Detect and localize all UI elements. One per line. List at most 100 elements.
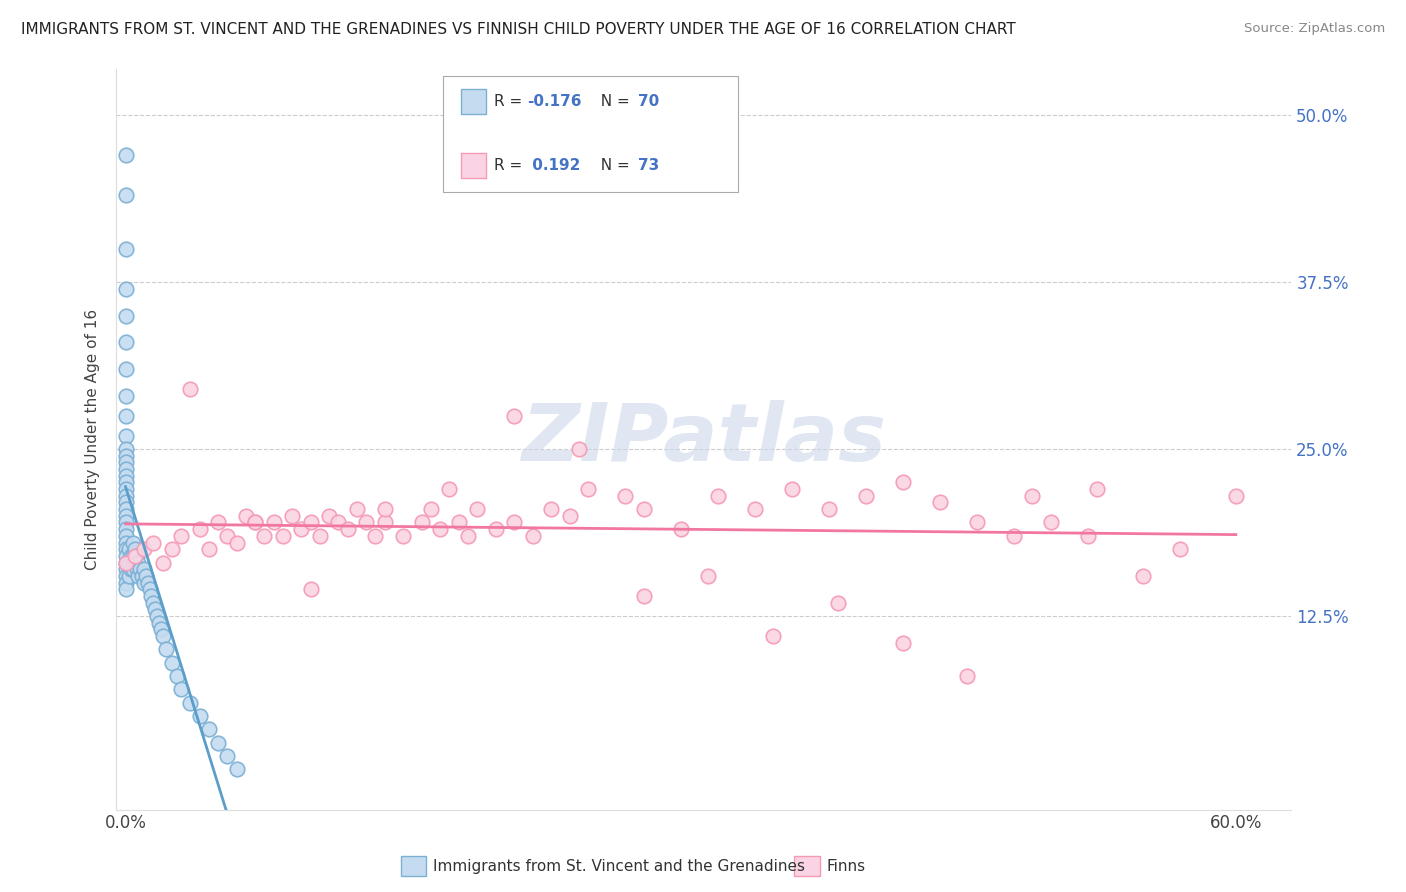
Point — [170, 529, 193, 543]
Point — [207, 516, 229, 530]
Point — [614, 489, 637, 503]
Point — [225, 763, 247, 777]
Point — [447, 516, 470, 530]
Point — [576, 482, 599, 496]
Point — [114, 462, 136, 476]
Point — [138, 582, 160, 597]
Point — [166, 669, 188, 683]
Point — [114, 282, 136, 296]
Point — [142, 535, 165, 549]
Point — [114, 362, 136, 376]
Point — [308, 529, 330, 543]
Text: N =: N = — [591, 159, 634, 173]
Point — [114, 489, 136, 503]
Point — [188, 522, 211, 536]
Point — [235, 508, 257, 523]
Point — [114, 516, 136, 530]
Point — [143, 602, 166, 616]
Point — [485, 522, 508, 536]
Point — [558, 508, 581, 523]
Point — [152, 556, 174, 570]
Point — [762, 629, 785, 643]
Point — [114, 556, 136, 570]
Point — [817, 502, 839, 516]
Point — [225, 535, 247, 549]
Point — [114, 455, 136, 469]
Point — [198, 723, 221, 737]
Point — [928, 495, 950, 509]
Point — [114, 529, 136, 543]
Point — [114, 582, 136, 597]
Point — [217, 749, 239, 764]
Point — [697, 569, 720, 583]
Point — [132, 542, 155, 557]
Point — [281, 508, 304, 523]
Point — [374, 502, 396, 516]
Point — [122, 562, 145, 576]
Point — [744, 502, 766, 516]
Text: ZIPatlas: ZIPatlas — [522, 400, 886, 478]
Point — [966, 516, 988, 530]
Point — [891, 635, 914, 649]
Text: N =: N = — [591, 95, 634, 109]
Point — [135, 569, 157, 583]
Point — [346, 502, 368, 516]
Point — [419, 502, 441, 516]
Point — [114, 482, 136, 496]
Point — [132, 575, 155, 590]
Point — [188, 709, 211, 723]
Point — [127, 556, 149, 570]
Point — [132, 562, 155, 576]
Point — [141, 589, 163, 603]
Point — [114, 556, 136, 570]
Text: Immigrants from St. Vincent and the Grenadines: Immigrants from St. Vincent and the Gren… — [433, 859, 806, 873]
Point — [131, 569, 153, 583]
Point — [429, 522, 451, 536]
Point — [827, 596, 849, 610]
Point — [114, 475, 136, 490]
Point — [129, 562, 152, 576]
Point — [503, 516, 526, 530]
Point — [780, 482, 803, 496]
Point — [114, 335, 136, 350]
Point — [136, 575, 159, 590]
Point — [160, 542, 183, 557]
Point — [328, 516, 350, 530]
Point — [114, 442, 136, 456]
Point — [411, 516, 433, 530]
Point — [114, 428, 136, 442]
Point — [118, 556, 141, 570]
Point — [114, 389, 136, 403]
Point — [669, 522, 692, 536]
Point — [114, 502, 136, 516]
Point — [633, 589, 655, 603]
Point — [263, 516, 285, 530]
Point — [155, 642, 177, 657]
Point — [392, 529, 415, 543]
Point — [114, 242, 136, 256]
Point — [124, 556, 146, 570]
Point — [118, 569, 141, 583]
Point — [120, 562, 142, 576]
Point — [149, 622, 172, 636]
Y-axis label: Child Poverty Under the Age of 16: Child Poverty Under the Age of 16 — [86, 309, 100, 570]
Text: -0.176: -0.176 — [527, 95, 582, 109]
Point — [114, 468, 136, 483]
Point — [114, 542, 136, 557]
Point — [207, 736, 229, 750]
Point — [439, 482, 461, 496]
Point — [1021, 489, 1043, 503]
Text: R =: R = — [494, 95, 527, 109]
Point — [114, 148, 136, 162]
Point — [125, 562, 148, 576]
Point — [114, 575, 136, 590]
Point — [114, 409, 136, 423]
Point — [891, 475, 914, 490]
Point — [114, 522, 136, 536]
Point — [118, 542, 141, 557]
Point — [271, 529, 294, 543]
Point — [114, 188, 136, 202]
Point — [253, 529, 276, 543]
Point — [127, 569, 149, 583]
Point — [956, 669, 979, 683]
